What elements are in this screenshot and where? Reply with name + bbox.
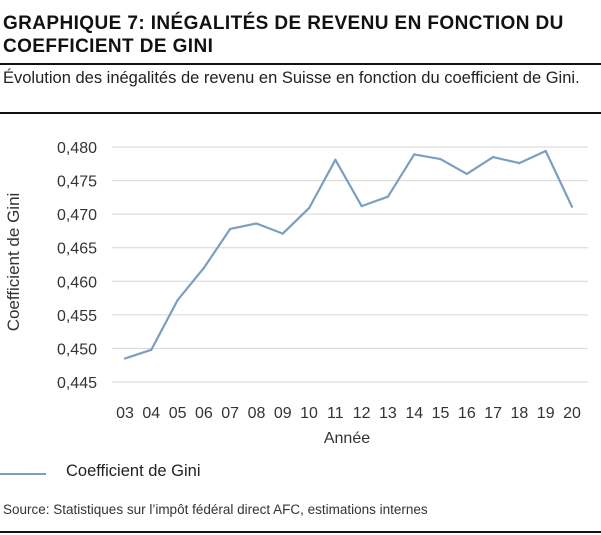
x-tick-label: 16 [458,405,476,422]
title-divider [0,63,601,65]
x-tick-label: 05 [169,405,187,422]
x-tick-label: 10 [300,405,318,422]
data-point [334,158,337,161]
y-axis-ticks: 0,445 0,450 0,455 0,460 0,465 0,470 0,475 0,480 [57,140,97,392]
source-note: Source: Statistiques sur l’impôt fédéral… [3,502,428,517]
y-tick-label: 0,465 [57,241,97,258]
data-point [386,195,390,198]
data-point [439,157,442,161]
x-tick-label: 08 [248,405,266,422]
data-point [255,222,258,225]
data-point [123,357,127,360]
x-tick-label: 06 [195,405,213,422]
series-line [124,149,573,360]
x-tick-label: 11 [327,405,344,422]
x-tick-label: 20 [563,405,581,422]
x-tick-label: 04 [142,405,160,422]
x-tick-label: 18 [511,405,529,422]
x-tick-label: 15 [432,405,450,422]
data-point [229,227,232,231]
data-point [202,266,205,269]
data-point [413,153,416,156]
data-point [570,205,574,208]
chart-title: GRAPHIQUE 7: INÉGALITÉS DE REVENU EN FON… [3,13,564,57]
x-tick-label: 03 [116,405,134,422]
y-tick-label: 0,475 [57,174,97,191]
x-tick-label: 12 [353,405,371,422]
data-point [176,298,179,302]
x-tick-label: 13 [379,405,397,422]
data-point [360,204,363,208]
data-point [307,207,311,210]
y-axis-label: Coefficient de Gini [4,193,23,332]
y-tick-label: 0,450 [57,341,97,358]
data-point [492,155,495,159]
data-point [465,172,468,175]
y-tick-label: 0,455 [57,308,97,325]
x-tick-label: 19 [537,405,555,422]
legend: Coefficient de Gini [0,462,400,484]
data-point [150,348,153,351]
data-point [281,232,284,235]
data-point [544,149,547,153]
x-tick-label: 09 [274,405,292,422]
bottom-divider [0,531,601,533]
y-tick-label: 0,460 [57,274,97,291]
y-tick-label: 0,480 [57,140,97,157]
x-tick-label: 07 [221,405,239,422]
y-tick-label: 0,445 [57,375,97,392]
x-tick-label: 14 [405,405,423,422]
series-layer [123,149,574,360]
y-tick-label: 0,470 [57,207,97,224]
subtitle-divider [0,112,601,114]
gridlines [112,146,588,383]
gini-line-chart: 0,445 0,450 0,455 0,460 0,465 0,470 0,475 0,480… [4,140,588,447]
x-axis-ticks: 03 04 05 06 07 08 09 10 11 12 13 14 15 16 17 18 19 20 [116,405,581,422]
legend-label: Coefficient de Gini [66,462,201,480]
chart-subtitle: Évolution des inégalités de revenu en Su… [3,69,580,87]
x-tick-label: 17 [484,405,502,422]
x-axis-label: Année [324,430,370,447]
legend-swatch [0,473,46,475]
data-point [518,162,521,165]
